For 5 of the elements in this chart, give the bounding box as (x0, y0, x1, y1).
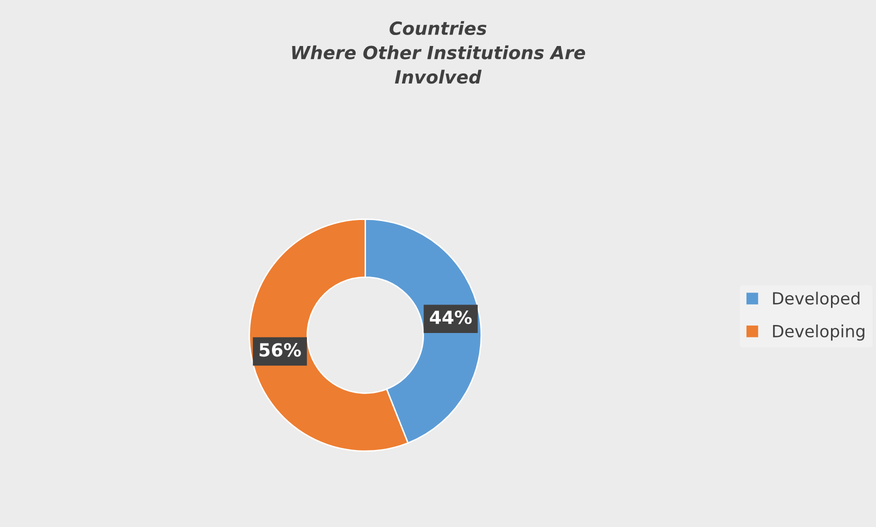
chart-title: Countries Where Other Institutions Are Involved (292, 21, 586, 84)
legend-label: Developing (773, 324, 864, 341)
data-label: 56% (260, 343, 301, 357)
legend-label: Developed (773, 292, 860, 308)
data-label: 44% (430, 310, 472, 324)
